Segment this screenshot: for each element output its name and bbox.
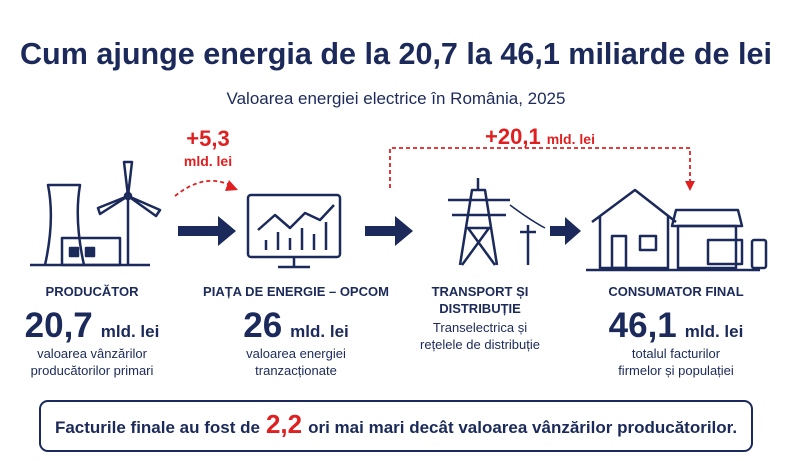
- step-description: Transelectrica și: [433, 320, 527, 335]
- title: Cum ajunge energia de la 20,7 la 46,1 mi…: [20, 36, 772, 71]
- step-label: DISTRIBUȚIE: [439, 301, 521, 316]
- increment-value: +5,3: [186, 126, 229, 151]
- step-description: tranzacționate: [255, 363, 337, 378]
- increment-unit: mld. lei: [184, 153, 232, 169]
- step-label: TRANSPORT ȘI: [432, 284, 529, 299]
- flow-arrows: [178, 216, 581, 246]
- market-icon: [246, 193, 342, 269]
- step-label: PRODUCĂTOR: [46, 284, 140, 299]
- increment: +20,1 mld. lei: [485, 124, 595, 149]
- consumer-icon: [586, 188, 768, 272]
- step-label: PIAȚA DE ENERGIE – OPCOM: [203, 284, 389, 299]
- subtitle: Valoarea energiei electrice în România, …: [227, 89, 566, 108]
- step-value: 46,1 mld. lei: [609, 306, 744, 345]
- step-label: CONSUMATOR FINAL: [608, 284, 743, 299]
- step-description: firmelor și populației: [618, 363, 734, 378]
- step-description: valoarea vânzărilor: [37, 346, 148, 361]
- step-value: 26 mld. lei: [243, 306, 349, 345]
- increment-arrows: [174, 147, 691, 197]
- tower-icon: [448, 178, 546, 266]
- step-description: valoarea energiei: [246, 346, 346, 361]
- step-description: producătorilor primari: [31, 363, 154, 378]
- step-description: totalul facturilor: [632, 346, 721, 361]
- arrow-head: [685, 181, 695, 191]
- arrow-head: [225, 180, 238, 191]
- step-description: rețelele de distribuție: [420, 337, 540, 352]
- step-value: 20,7 mld. lei: [25, 306, 160, 345]
- producer-icon: [30, 160, 162, 267]
- footer: Facturile finale au fost de 2,2 ori mai ma…: [55, 409, 737, 439]
- footer-box: [39, 400, 753, 452]
